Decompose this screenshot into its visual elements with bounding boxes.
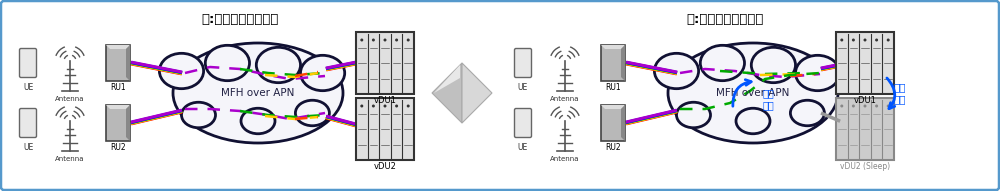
FancyBboxPatch shape (601, 45, 625, 81)
Ellipse shape (840, 39, 843, 41)
Ellipse shape (159, 53, 204, 89)
FancyBboxPatch shape (20, 108, 36, 138)
Text: Antenna: Antenna (55, 96, 85, 102)
Ellipse shape (852, 104, 855, 108)
Ellipse shape (182, 102, 216, 128)
Polygon shape (106, 105, 130, 109)
Text: RU1: RU1 (110, 83, 126, 92)
Ellipse shape (173, 43, 343, 143)
Text: Antenna: Antenna (55, 156, 85, 162)
FancyBboxPatch shape (20, 49, 36, 78)
Ellipse shape (384, 39, 386, 41)
Ellipse shape (360, 104, 363, 108)
Text: 経路
変更: 経路 変更 (763, 88, 775, 110)
Ellipse shape (875, 39, 878, 41)
Text: MFH over APN: MFH over APN (221, 88, 295, 98)
Ellipse shape (887, 39, 890, 41)
Polygon shape (432, 63, 462, 123)
Text: RU1: RU1 (605, 83, 621, 92)
Ellipse shape (864, 39, 866, 41)
Ellipse shape (736, 108, 770, 134)
Polygon shape (434, 65, 460, 93)
Text: Antenna: Antenna (550, 156, 580, 162)
Text: RU2: RU2 (110, 143, 126, 152)
Ellipse shape (256, 47, 300, 83)
Polygon shape (601, 105, 625, 109)
Text: vDU1: vDU1 (374, 96, 396, 105)
Ellipse shape (295, 100, 329, 126)
Text: Antenna: Antenna (550, 96, 580, 102)
Text: 昼:トラフィック量多: 昼:トラフィック量多 (201, 13, 279, 26)
Ellipse shape (384, 104, 386, 108)
FancyBboxPatch shape (601, 105, 625, 141)
Ellipse shape (407, 104, 410, 108)
Ellipse shape (864, 104, 866, 108)
Ellipse shape (372, 104, 375, 108)
Polygon shape (126, 45, 130, 81)
Ellipse shape (654, 53, 699, 89)
Text: UE: UE (23, 143, 33, 152)
Text: UE: UE (518, 143, 528, 152)
Ellipse shape (796, 55, 840, 91)
Text: vDU1: vDU1 (854, 96, 876, 105)
Ellipse shape (395, 104, 398, 108)
Ellipse shape (676, 102, 710, 128)
Ellipse shape (887, 104, 890, 108)
Polygon shape (621, 45, 625, 81)
Ellipse shape (751, 47, 796, 83)
Text: 夕:トラフィック量小: 夕:トラフィック量小 (686, 13, 764, 26)
Ellipse shape (840, 104, 843, 108)
Ellipse shape (360, 39, 363, 41)
FancyBboxPatch shape (106, 105, 130, 141)
Text: vDU2 (Sleep): vDU2 (Sleep) (840, 162, 890, 171)
Polygon shape (462, 63, 492, 123)
Ellipse shape (700, 45, 744, 81)
Text: vDU2: vDU2 (374, 162, 396, 171)
FancyBboxPatch shape (836, 98, 894, 160)
Text: 収容
変更: 収容 変更 (893, 82, 906, 104)
Text: UE: UE (518, 83, 528, 92)
FancyBboxPatch shape (356, 98, 414, 160)
FancyBboxPatch shape (106, 45, 130, 81)
FancyBboxPatch shape (514, 108, 532, 138)
Ellipse shape (668, 43, 838, 143)
Ellipse shape (790, 100, 824, 126)
Ellipse shape (395, 39, 398, 41)
Ellipse shape (875, 104, 878, 108)
Text: RU2: RU2 (605, 143, 621, 152)
Ellipse shape (852, 39, 855, 41)
FancyBboxPatch shape (514, 49, 532, 78)
Ellipse shape (241, 108, 275, 134)
Polygon shape (126, 105, 130, 141)
Ellipse shape (372, 39, 375, 41)
FancyBboxPatch shape (836, 32, 894, 94)
FancyBboxPatch shape (356, 32, 414, 94)
Polygon shape (601, 45, 625, 49)
Text: UE: UE (23, 83, 33, 92)
Text: MFH over APN: MFH over APN (716, 88, 790, 98)
Ellipse shape (205, 45, 250, 81)
Ellipse shape (407, 39, 410, 41)
Ellipse shape (300, 55, 345, 91)
Polygon shape (621, 105, 625, 141)
Polygon shape (106, 45, 130, 49)
